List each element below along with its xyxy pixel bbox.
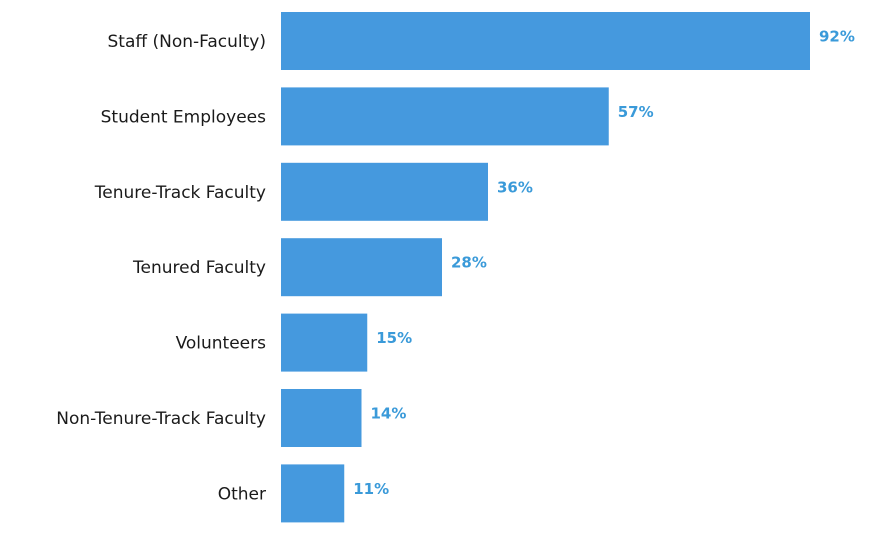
bar	[281, 238, 442, 297]
value-label: 92%	[819, 28, 855, 46]
value-label: 14%	[371, 405, 407, 423]
category-label: Non-Tenure-Track Faculty	[56, 409, 266, 429]
bar	[281, 162, 488, 221]
value-label: 28%	[451, 254, 487, 272]
value-label: 36%	[497, 178, 533, 196]
bar	[281, 87, 609, 146]
category-label: Staff (Non-Faculty)	[108, 32, 267, 52]
bar	[281, 313, 368, 372]
bar	[281, 12, 810, 70]
value-label: 15%	[376, 329, 412, 347]
category-label: Other	[218, 484, 266, 504]
category-label: Tenure-Track Faculty	[94, 183, 266, 203]
bar	[281, 464, 345, 523]
category-label: Student Employees	[101, 107, 267, 127]
category-label: Volunteers	[176, 334, 267, 354]
value-label: 57%	[618, 103, 654, 121]
bar	[281, 389, 362, 447]
category-label: Tenured Faculty	[132, 258, 266, 278]
value-label: 11%	[353, 480, 389, 498]
